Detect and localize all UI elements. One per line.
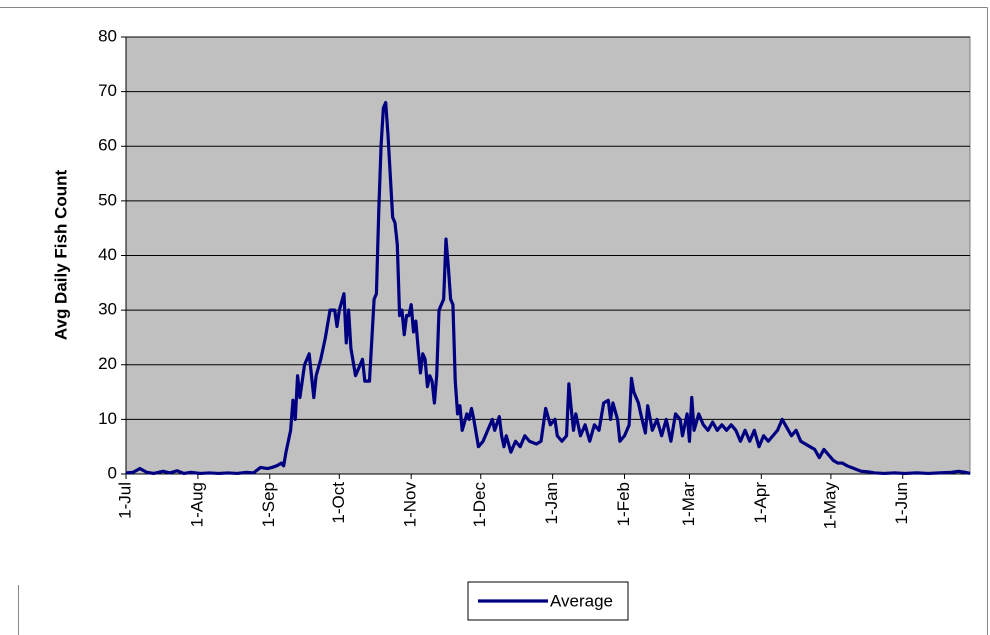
x-tick-label: 1-Dec <box>470 482 489 528</box>
x-tick-label: 1-Aug <box>187 482 206 527</box>
x-tick-label: 1-Jul <box>115 482 134 519</box>
y-tick-label: 0 <box>108 463 117 482</box>
y-tick-label: 40 <box>98 245 117 264</box>
x-tick-label: 1-Feb <box>614 482 633 526</box>
x-tick-label: 1-Apr <box>751 482 770 524</box>
y-tick-label: 60 <box>98 136 117 155</box>
x-tick-label: 1-Jan <box>542 482 561 525</box>
y-tick-label: 70 <box>98 81 117 100</box>
x-tick-label: 1-Nov <box>401 482 420 528</box>
x-tick-label: 1-Sep <box>259 482 278 527</box>
x-tick-label: 1-Mar <box>679 482 698 527</box>
y-tick-label: 10 <box>98 409 117 428</box>
x-tick-label: 1-May <box>820 482 839 530</box>
x-tick-label: 1-Oct <box>329 482 348 524</box>
series-line <box>125 100 971 476</box>
legend: Average <box>467 581 629 621</box>
y-tick-label: 50 <box>98 190 117 209</box>
y-tick-label: 80 <box>98 26 117 45</box>
legend-label: Average <box>550 591 613 610</box>
y-tick-label: 20 <box>98 354 117 373</box>
y-tick-label: 30 <box>98 300 117 319</box>
x-tick-label: 1-Jun <box>892 482 911 525</box>
y-axis-title: Avg Daily Fish Count <box>51 170 70 341</box>
